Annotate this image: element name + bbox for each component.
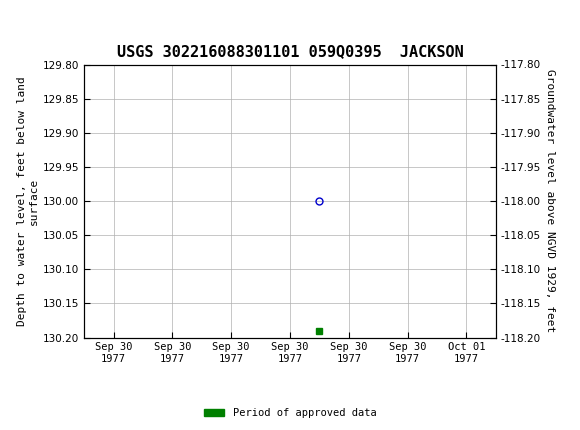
FancyBboxPatch shape: [44, 32, 61, 35]
Y-axis label: Depth to water level, feet below land
surface: Depth to water level, feet below land su…: [17, 76, 39, 326]
Title: USGS 302216088301101 059Q0395  JACKSON: USGS 302216088301101 059Q0395 JACKSON: [117, 44, 463, 59]
Y-axis label: Groundwater level above NGVD 1929, feet: Groundwater level above NGVD 1929, feet: [545, 69, 555, 333]
FancyBboxPatch shape: [25, 30, 42, 32]
FancyBboxPatch shape: [44, 27, 61, 29]
FancyBboxPatch shape: [6, 32, 23, 35]
Text: USGS: USGS: [49, 13, 96, 28]
Legend: Period of approved data: Period of approved data: [200, 404, 380, 423]
FancyBboxPatch shape: [6, 27, 23, 29]
